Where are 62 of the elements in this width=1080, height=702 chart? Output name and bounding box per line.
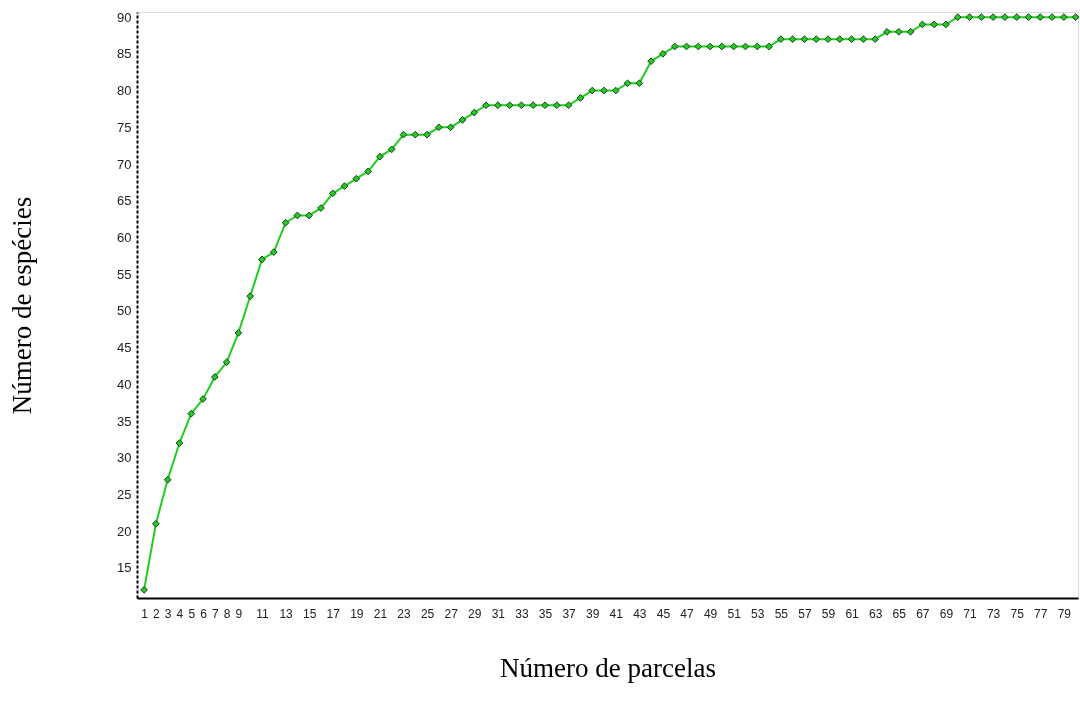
y-tick-label: 25 (117, 486, 132, 502)
x-tick-label: 3 (164, 606, 172, 621)
x-tick-label: 63 (869, 606, 883, 621)
x-tick-label: 53 (751, 606, 765, 621)
x-tick-label: 49 (703, 606, 718, 621)
x-tick-label: 2 (153, 606, 161, 621)
y-tick-label: 75 (117, 119, 132, 135)
x-tick-label: 45 (656, 606, 671, 621)
x-tick-label: 15 (302, 606, 317, 621)
y-axis-title: Número de espécies (7, 196, 38, 415)
x-tick-label: 5 (188, 606, 196, 621)
x-tick-label: 33 (515, 606, 529, 621)
x-tick-label: 77 (1034, 606, 1048, 621)
x-tick-label: 11 (256, 606, 270, 621)
x-tick-label: 23 (397, 606, 411, 621)
x-tick-label: 21 (373, 606, 388, 621)
x-tick-label: 6 (200, 606, 208, 621)
x-tick-label: 13 (279, 606, 294, 621)
y-tick-label: 50 (117, 303, 132, 319)
x-tick-label: 73 (986, 606, 1001, 621)
x-tick-label: 41 (609, 606, 624, 621)
x-tick-label: 65 (892, 606, 907, 621)
x-tick-label: 47 (680, 606, 694, 621)
y-tick-label: 85 (117, 46, 132, 62)
y-tick-label: 20 (117, 523, 132, 539)
x-tick-label: 71 (963, 606, 978, 621)
x-tick-label: 67 (916, 606, 930, 621)
y-tick-label: 70 (117, 156, 132, 172)
x-tick-label: 27 (444, 606, 459, 621)
x-tick-label: 37 (562, 606, 577, 621)
x-tick-label: 39 (585, 606, 600, 621)
x-tick-label: 69 (939, 606, 954, 621)
y-tick-label: 15 (117, 560, 132, 576)
x-tick-label: 55 (774, 606, 789, 621)
y-tick-label: 35 (117, 413, 132, 429)
y-tick-label: 55 (117, 266, 132, 282)
x-tick-label: 57 (798, 606, 812, 621)
x-tick-label: 8 (223, 606, 231, 621)
x-tick-label: 4 (176, 606, 184, 621)
x-tick-label: 59 (821, 606, 836, 621)
x-tick-label: 35 (538, 606, 553, 621)
x-tick-label: 29 (468, 606, 482, 621)
x-tick-label: 61 (845, 606, 860, 621)
y-tick-label: 65 (117, 193, 132, 209)
x-tick-label: 25 (420, 606, 435, 621)
x-tick-label: 79 (1057, 606, 1072, 621)
y-tick-label: 45 (117, 340, 132, 356)
y-tick-label: 40 (117, 376, 132, 392)
x-tick-label: 9 (235, 606, 243, 621)
x-tick-label: 7 (211, 606, 219, 621)
x-tick-label: 19 (350, 606, 364, 621)
x-tick-label: 43 (633, 606, 647, 621)
x-tick-label: 51 (727, 606, 742, 621)
x-tick-label: 17 (326, 606, 341, 621)
x-axis-title: Número de parcelas (500, 652, 716, 683)
y-tick-label: 90 (117, 9, 132, 25)
x-tick-label: 75 (1010, 606, 1025, 621)
y-tick-label: 30 (117, 450, 132, 466)
x-tick-label: 1 (141, 606, 149, 621)
y-tick-label: 80 (117, 83, 132, 99)
y-tick-label: 60 (117, 229, 132, 245)
x-tick-label: 31 (491, 606, 506, 621)
